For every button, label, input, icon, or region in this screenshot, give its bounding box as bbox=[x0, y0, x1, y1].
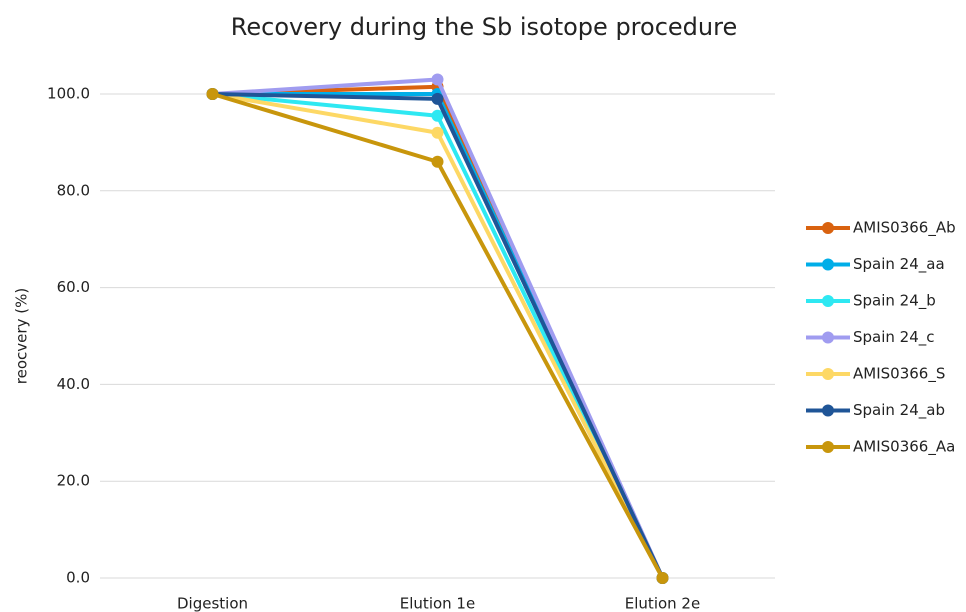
legend-marker bbox=[822, 404, 834, 417]
y-tick-label: 60.0 bbox=[57, 278, 90, 296]
legend-marker bbox=[822, 295, 834, 307]
y-tick-label: 0.0 bbox=[66, 569, 90, 587]
data-point bbox=[431, 126, 444, 139]
legend-marker bbox=[822, 258, 834, 271]
series-line bbox=[212, 77, 665, 579]
data-point bbox=[431, 92, 444, 105]
legend-marker bbox=[822, 331, 834, 344]
y-tick-label: 40.0 bbox=[57, 375, 90, 393]
data-point bbox=[431, 155, 444, 168]
x-tick-label: Elution 2e bbox=[625, 595, 700, 612]
data-point bbox=[656, 572, 669, 584]
legend-label: Spain 24_ab bbox=[853, 401, 945, 420]
legend-label: AMIS0366_S bbox=[853, 365, 945, 384]
y-axis-label: reocvery (%) bbox=[13, 288, 31, 384]
legend-marker bbox=[822, 368, 834, 380]
chart-title: Recovery during the Sb isotope procedure bbox=[231, 13, 737, 41]
legend-label: Spain 24_aa bbox=[853, 255, 945, 274]
y-tick-label: 100.0 bbox=[47, 85, 90, 103]
data-point bbox=[431, 109, 444, 122]
legend-marker bbox=[822, 222, 834, 234]
data-point bbox=[206, 88, 219, 100]
x-tick-label: Elution 1e bbox=[400, 595, 475, 612]
legend-marker bbox=[822, 441, 834, 453]
data-point bbox=[431, 73, 444, 86]
y-tick-label: 20.0 bbox=[57, 472, 90, 490]
legend-label: AMIS0366_Ab bbox=[853, 219, 956, 238]
legend-label: AMIS0366_Aa bbox=[853, 438, 955, 457]
legend-label: Spain 24_c bbox=[853, 328, 935, 347]
legend-label: Spain 24_b bbox=[853, 292, 936, 311]
x-tick-label: Digestion bbox=[177, 595, 248, 612]
y-tick-label: 80.0 bbox=[57, 181, 90, 199]
